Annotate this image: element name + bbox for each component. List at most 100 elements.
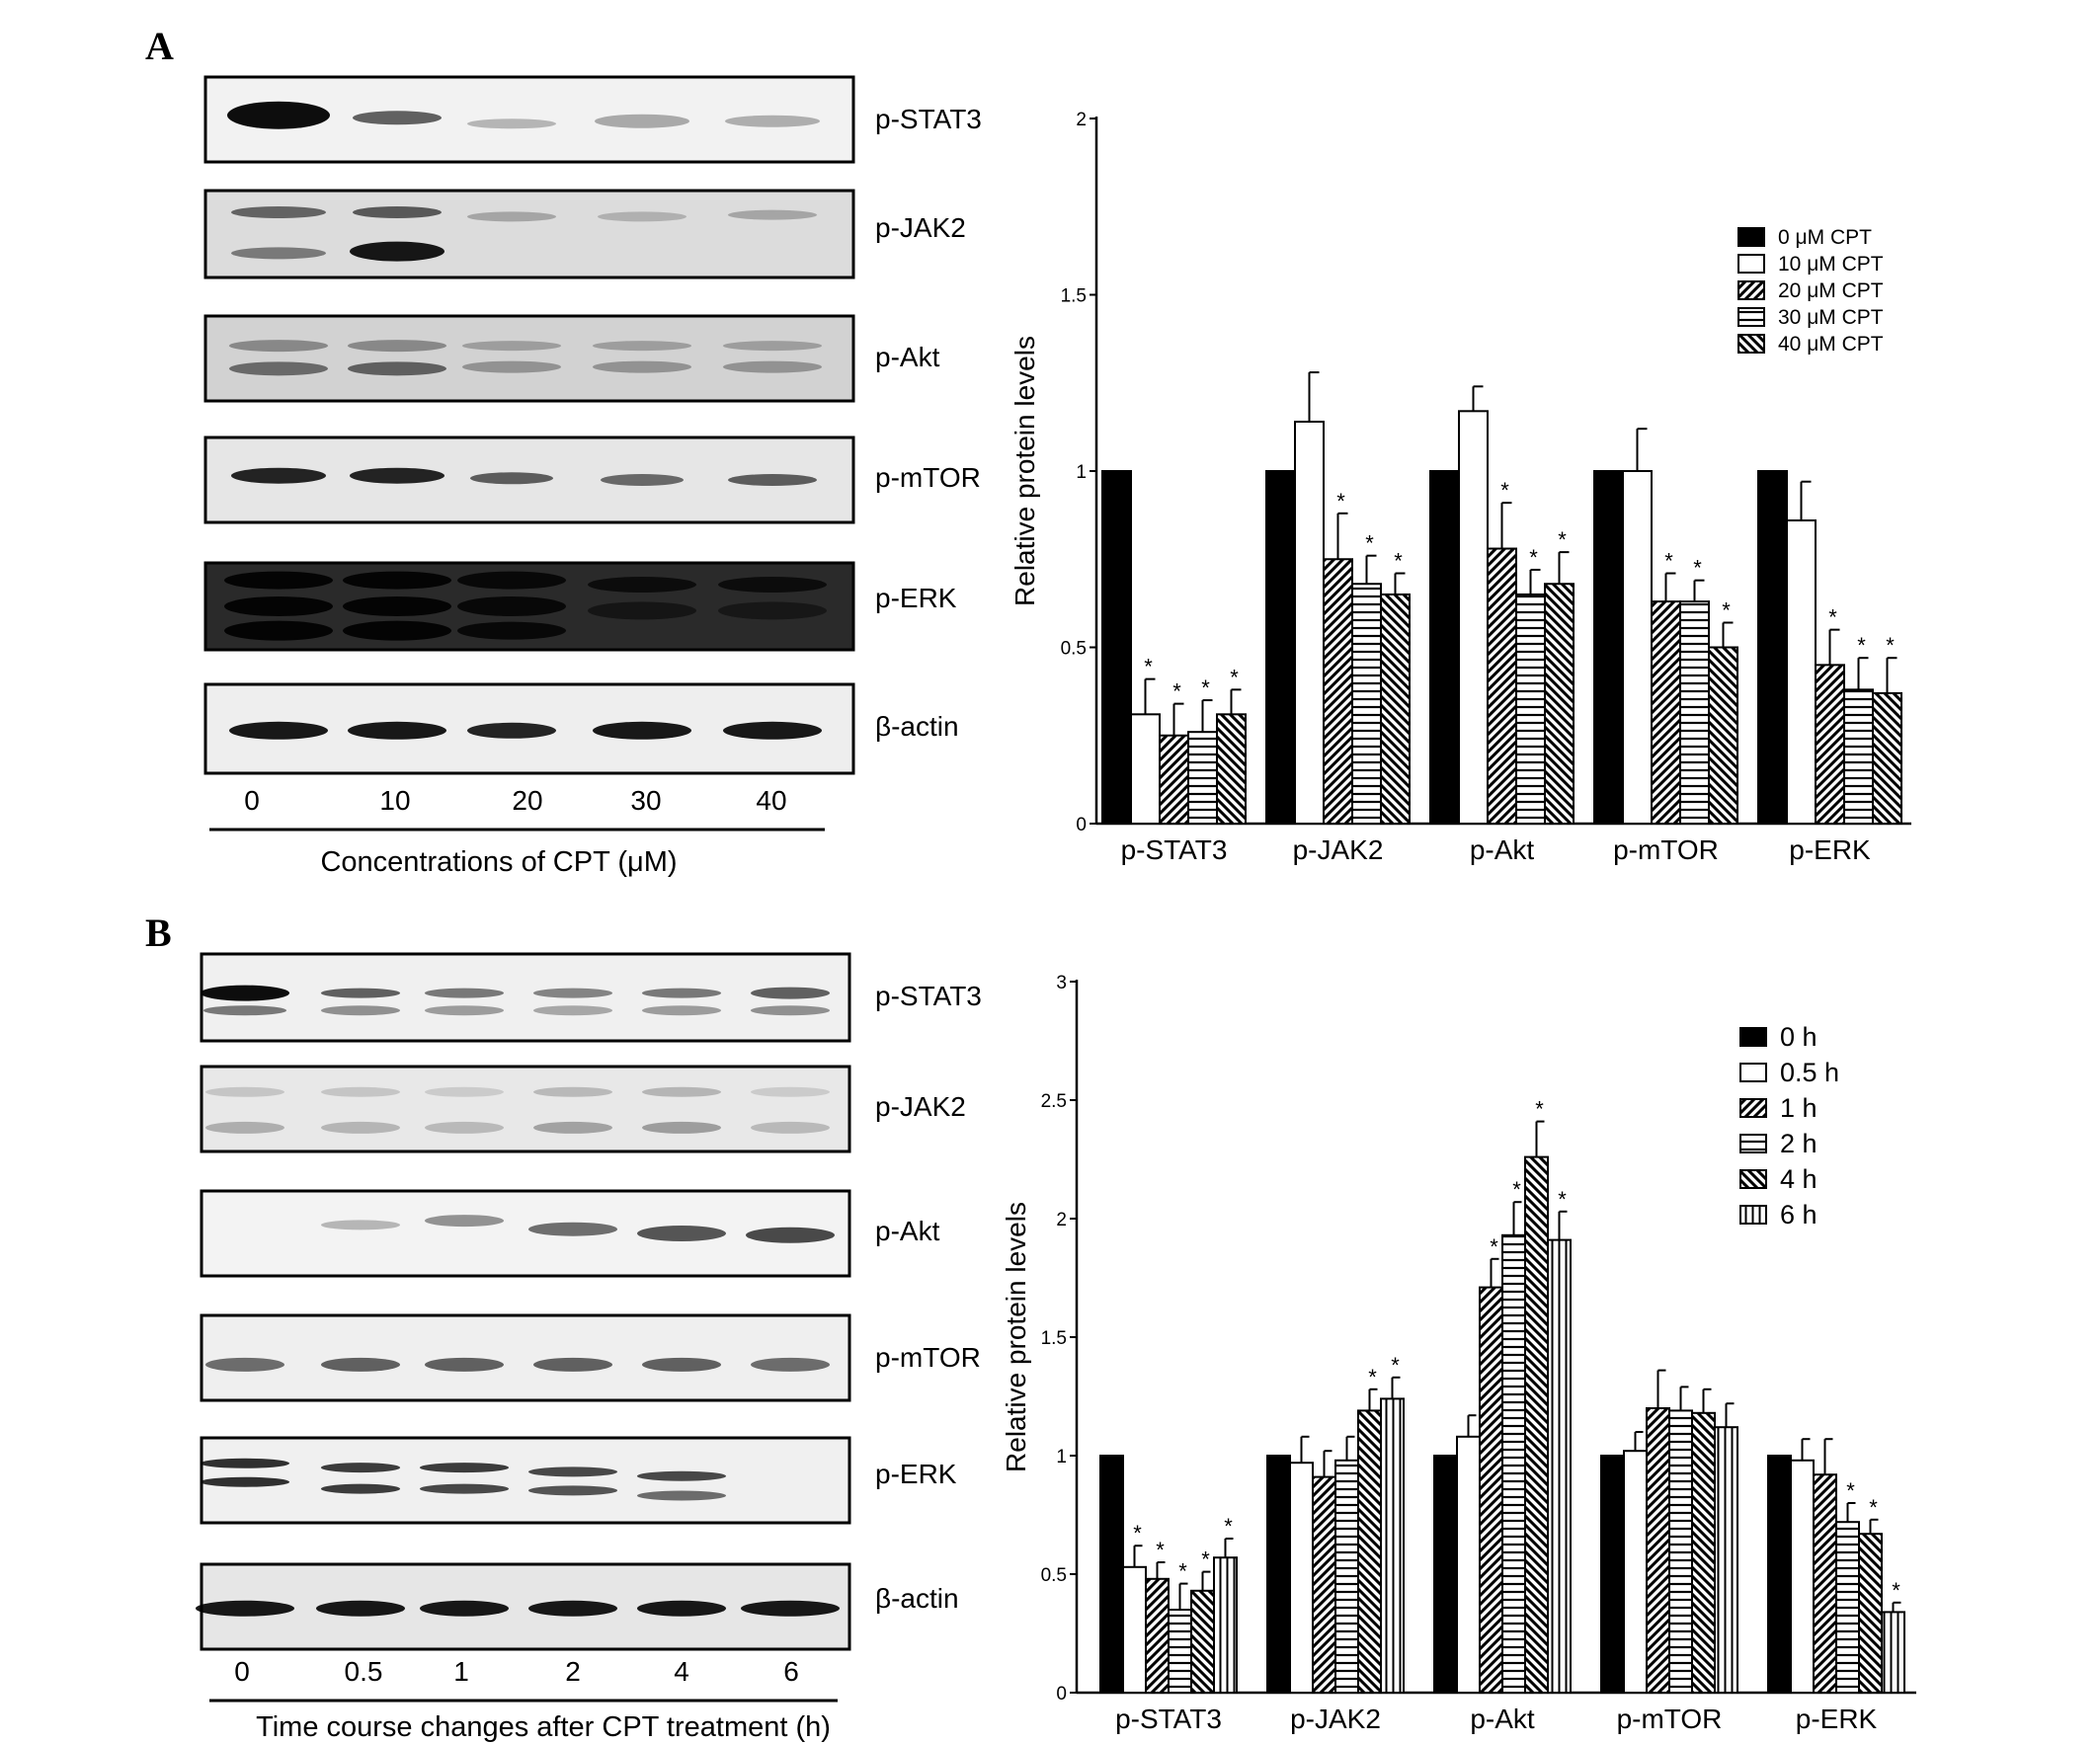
blot-label-b-3: p-mTOR: [875, 1342, 981, 1373]
legend-label-b-3: 2 h: [1780, 1129, 1817, 1158]
category-label-a-3: p-mTOR: [1613, 834, 1719, 865]
band-a-1-1-0: [353, 206, 442, 218]
band-b-0-4-1: [642, 1005, 721, 1016]
band-a-1-1-1: [350, 241, 444, 262]
significance-star-a-4-4: *: [1886, 633, 1895, 658]
blot-strip-b-5: [196, 1562, 851, 1651]
y-tick-label-b-0: 0: [1056, 1684, 1067, 1704]
blot-label-b-5: β-actin: [875, 1583, 959, 1614]
significance-star-b-0-3: *: [1178, 1559, 1187, 1584]
band-a-3-0-0: [231, 467, 326, 484]
significance-star-b-2-3: *: [1512, 1177, 1521, 1202]
band-a-4-3-0: [588, 577, 696, 593]
blot-label-a-3: p-mTOR: [875, 462, 981, 493]
bar-b-0-4: [1190, 1589, 1215, 1695]
band-b-1-5-1: [751, 1121, 830, 1134]
blot-strip-a-0: [203, 75, 855, 164]
band-b-1-0-1: [205, 1121, 284, 1134]
bar-a-3-2: [1651, 600, 1681, 826]
blot-strip-a-3: [203, 436, 855, 524]
band-b-3-1-0: [321, 1357, 400, 1372]
band-b-5-0-0: [196, 1600, 294, 1617]
band-a-0-3-0: [595, 114, 689, 128]
band-a-2-2-1: [462, 360, 561, 373]
band-b-0-5-0: [751, 987, 830, 999]
bar-b-3-4: [1691, 1411, 1716, 1695]
bar-b-4-3: [1835, 1521, 1860, 1694]
lane-label-b-3: 2: [565, 1656, 581, 1687]
blot-strip-b-4: [200, 1436, 851, 1525]
bar-b-4-5: [1881, 1611, 1905, 1695]
bar-a-3-0: [1593, 470, 1624, 825]
bar-b-1-0: [1266, 1455, 1291, 1694]
band-b-4-0-0: [201, 1458, 289, 1468]
legend-swatch-b-3: [1739, 1134, 1767, 1153]
band-b-2-4-0: [637, 1226, 726, 1241]
band-b-2-1-0: [321, 1220, 400, 1230]
band-b-0-5-1: [751, 1005, 830, 1016]
band-b-4-1-1: [321, 1483, 400, 1494]
band-a-3-2-0: [470, 472, 553, 485]
band-a-4-4-0: [718, 577, 827, 593]
band-a-0-4-0: [725, 115, 820, 127]
blot-strip-b-3: [200, 1313, 851, 1402]
bar-b-2-0: [1433, 1455, 1458, 1694]
blot-xtitle-a: Concentrations of CPT (μM): [320, 846, 677, 878]
blot-frame-a-2: [203, 314, 855, 403]
bar-chart-a: 0 0.5 1 1.5 2 Relative protein levels * * * * p-ST…: [1010, 110, 1911, 865]
category-label-b-3: p-mTOR: [1617, 1704, 1723, 1734]
band-a-2-4-1: [723, 360, 822, 373]
significance-star-a-2-3: *: [1529, 545, 1538, 570]
bar-b-4-0: [1767, 1455, 1792, 1694]
band-a-4-4-1: [718, 601, 827, 620]
blot-label-a-0: p-STAT3: [875, 104, 982, 134]
band-a-4-0-2: [224, 620, 333, 641]
lane-label-a-4: 40: [756, 785, 786, 816]
bar-a-2-4: [1544, 583, 1575, 825]
band-b-3-4-0: [642, 1357, 721, 1372]
band-b-1-1-0: [321, 1086, 400, 1097]
band-b-4-0-1: [201, 1476, 289, 1487]
band-a-3-3-0: [601, 474, 684, 486]
blot-frame-b-5: [200, 1562, 851, 1651]
significance-star-b-4-4: *: [1869, 1495, 1878, 1520]
bar-a-0-4: [1216, 713, 1247, 826]
band-b-4-3-0: [528, 1467, 617, 1477]
western-blot-b: p-STAT3 p-JAK2 p-Akt p-mTOR p-ERK β-acti…: [196, 952, 982, 1743]
significance-star-a-0-1: *: [1144, 655, 1153, 679]
band-a-5-3-0: [593, 721, 691, 740]
band-a-4-0-1: [224, 596, 333, 616]
significance-star-a-1-3: *: [1365, 531, 1374, 556]
legend-label-b-4: 4 h: [1780, 1164, 1817, 1194]
band-b-0-0-0: [201, 985, 289, 1001]
band-a-4-2-2: [457, 621, 566, 640]
legend-swatch-a-4: [1737, 334, 1765, 354]
blot-label-a-4: p-ERK: [875, 583, 957, 613]
lane-label-a-0: 0: [244, 785, 260, 816]
significance-star-a-1-4: *: [1394, 549, 1403, 574]
band-b-1-2-1: [425, 1121, 504, 1134]
band-b-0-2-1: [425, 1005, 504, 1016]
legend-label-a-0: 0 μM CPT: [1778, 226, 1872, 249]
bar-b-2-3: [1501, 1233, 1526, 1695]
lane-label-b-5: 6: [783, 1656, 799, 1687]
bar-a-4-1: [1786, 518, 1817, 825]
band-b-3-5-0: [751, 1357, 830, 1372]
significance-star-a-3-2: *: [1664, 549, 1673, 574]
band-a-1-0-0: [231, 206, 326, 218]
y-tick-label-b-3: 1.5: [1041, 1328, 1067, 1349]
bar-b-0-3: [1168, 1609, 1192, 1694]
legend-label-a-4: 40 μM CPT: [1778, 333, 1884, 356]
band-a-1-4-0: [728, 209, 817, 220]
bar-b-3-5: [1714, 1426, 1738, 1694]
significance-star-b-4-3: *: [1846, 1478, 1855, 1503]
significance-star-a-0-4: *: [1230, 665, 1239, 689]
blot-frame-b-3: [200, 1313, 851, 1402]
band-b-1-1-1: [321, 1121, 400, 1134]
significance-star-b-2-2: *: [1490, 1234, 1498, 1259]
band-b-1-2-0: [425, 1086, 504, 1097]
category-label-b-0: p-STAT3: [1115, 1704, 1222, 1734]
blot-frame-b-4: [200, 1436, 851, 1525]
band-a-3-4-0: [728, 474, 817, 486]
bar-a-2-1: [1458, 410, 1489, 825]
